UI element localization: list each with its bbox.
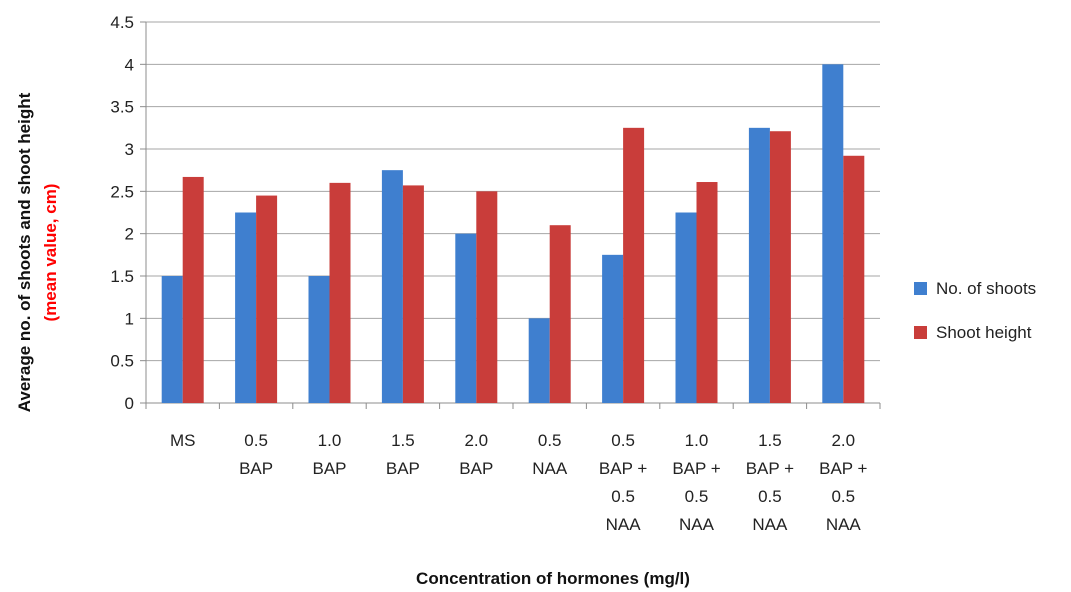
bar-shoots <box>822 64 844 403</box>
bar-shoots <box>381 170 403 403</box>
legend-label: No. of shoots <box>936 279 1036 298</box>
x-tick-label-line: BAP <box>239 459 273 478</box>
bar-height <box>843 155 865 403</box>
x-tick-label-line: 0.5 <box>685 487 709 506</box>
x-axis-title: Concentration of hormones (mg/l) <box>416 569 690 588</box>
bar-shoots <box>235 212 257 403</box>
bar-height <box>769 131 791 403</box>
x-tick-label-line: BAP + <box>819 459 867 478</box>
legend-swatch-height <box>914 326 927 339</box>
x-tick-label-line: 0.5 <box>758 487 782 506</box>
x-tick-label-line: 0.5 <box>831 487 855 506</box>
bar-height <box>402 185 424 403</box>
x-tick-label-line: 1.0 <box>318 431 342 450</box>
bar-shoots <box>455 233 477 403</box>
x-tick-label-line: NAA <box>606 515 642 534</box>
bar-shoots <box>161 276 183 403</box>
x-tick-label-line: 1.0 <box>685 431 709 450</box>
legend: No. of shoots Shoot height <box>914 279 1036 342</box>
x-axis-ticks: MS 0.5 BAP 1.0 BAP 1.5 BAP 2.0 BAP 0.5 NAA 0.5 BAP +… <box>170 431 868 534</box>
x-tick-label-line: NAA <box>826 515 862 534</box>
y-tick-label: 0.5 <box>110 352 134 371</box>
x-tick-label-line: 2.0 <box>831 431 855 450</box>
y-tick-label: 3.5 <box>110 98 134 117</box>
y-tick-label: 2 <box>125 225 134 244</box>
x-tick-label-line: 0.5 <box>244 431 268 450</box>
x-tick-label: 0.5 NAA <box>532 431 568 478</box>
x-tick-label: 1.5 BAP <box>386 431 420 478</box>
bar-height <box>182 176 204 403</box>
x-tick-label: 0.5 BAP <box>239 431 273 478</box>
x-tick-label: MS <box>170 431 196 450</box>
x-tick-label: 1.5 BAP + 0.5 NAA <box>746 431 794 534</box>
x-tick-label-line: BAP + <box>746 459 794 478</box>
legend-label: Shoot height <box>936 323 1032 342</box>
bar-height <box>623 127 645 403</box>
x-tick-label-line: 1.5 <box>391 431 415 450</box>
x-tick-label-line: NAA <box>679 515 715 534</box>
y-tick-label: 1 <box>125 309 134 328</box>
y-tick-label: 4.5 <box>110 13 134 32</box>
bar-shoots <box>602 254 624 403</box>
x-tick-label-line: MS <box>170 431 196 450</box>
y-tick-label: 1.5 <box>110 267 134 286</box>
x-tick-label-line: BAP + <box>672 459 720 478</box>
x-tick-label: 1.0 BAP + 0.5 NAA <box>672 431 720 534</box>
bar-height <box>329 182 351 403</box>
y-axis-title: Average no. of shoots and shoot height <box>15 92 34 412</box>
x-tick-label-line: BAP <box>459 459 493 478</box>
x-tick-label-line: 0.5 <box>611 487 635 506</box>
x-tick-label: 1.0 BAP <box>312 431 346 478</box>
bar-shoots <box>675 212 697 403</box>
x-tick-label-line: BAP + <box>599 459 647 478</box>
bar-height <box>256 195 278 403</box>
x-tick-label-line: 0.5 <box>611 431 635 450</box>
y-tick-label: 0 <box>125 394 134 413</box>
x-tick-label: 2.0 BAP <box>459 431 493 478</box>
bar-shoots <box>308 276 330 403</box>
y-tick-label: 4 <box>125 55 134 74</box>
x-tick-label-line: BAP <box>312 459 346 478</box>
bar-height <box>696 182 718 403</box>
legend-swatch-shoots <box>914 282 927 295</box>
x-tick-label-line: 1.5 <box>758 431 782 450</box>
x-tick-label-line: NAA <box>752 515 788 534</box>
bar-height <box>549 225 571 403</box>
x-tick-label-line: 2.0 <box>464 431 488 450</box>
bar-shoots <box>528 318 550 403</box>
bars <box>145 64 881 409</box>
y-tick-label: 3 <box>125 140 134 159</box>
x-tick-label-line: 0.5 <box>538 431 562 450</box>
y-tick-label: 2.5 <box>110 182 134 201</box>
y-axis-subtitle: (mean value, cm) <box>41 184 60 322</box>
bar-shoots <box>748 127 770 403</box>
x-tick-label-line: BAP <box>386 459 420 478</box>
bar-height <box>476 191 498 403</box>
x-tick-label-line: NAA <box>532 459 568 478</box>
y-axis-ticks: 0 0.5 1 1.5 2 2.5 3 3.5 4 4.5 <box>110 13 146 413</box>
x-tick-label: 2.0 BAP + 0.5 NAA <box>819 431 867 534</box>
x-tick-label: 0.5 BAP + 0.5 NAA <box>599 431 647 534</box>
